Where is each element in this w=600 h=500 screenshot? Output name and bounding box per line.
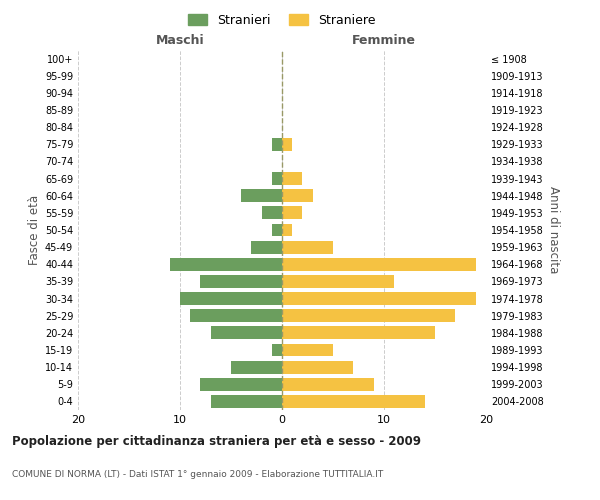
Bar [200, 378, 282, 390]
Bar [282, 344, 333, 356]
Bar [282, 240, 333, 254]
Y-axis label: Anni di nascita: Anni di nascita [547, 186, 560, 274]
Text: Popolazione per cittadinanza straniera per età e sesso - 2009: Popolazione per cittadinanza straniera p… [12, 435, 421, 448]
Bar [251, 240, 282, 254]
Bar [190, 310, 282, 322]
Bar [272, 224, 282, 236]
Bar [282, 190, 313, 202]
Bar [282, 378, 374, 390]
Bar [282, 292, 476, 305]
Bar [282, 326, 435, 340]
Bar [282, 395, 425, 408]
Bar [272, 138, 282, 150]
Bar [211, 326, 282, 340]
Legend: Stranieri, Straniere: Stranieri, Straniere [184, 8, 380, 32]
Bar [170, 258, 282, 270]
Bar [211, 395, 282, 408]
Bar [180, 292, 282, 305]
Text: COMUNE DI NORMA (LT) - Dati ISTAT 1° gennaio 2009 - Elaborazione TUTTITALIA.IT: COMUNE DI NORMA (LT) - Dati ISTAT 1° gen… [12, 470, 383, 479]
Bar [262, 206, 282, 220]
Bar [282, 224, 292, 236]
Bar [282, 206, 302, 220]
Text: Femmine: Femmine [352, 34, 416, 48]
Bar [282, 172, 302, 185]
Y-axis label: Fasce di età: Fasce di età [28, 195, 41, 265]
Bar [282, 310, 455, 322]
Bar [282, 360, 353, 374]
Bar [282, 275, 394, 288]
Bar [272, 344, 282, 356]
Bar [231, 360, 282, 374]
Bar [272, 172, 282, 185]
Bar [282, 138, 292, 150]
Bar [200, 275, 282, 288]
Bar [241, 190, 282, 202]
Text: Maschi: Maschi [155, 34, 205, 48]
Bar [282, 258, 476, 270]
